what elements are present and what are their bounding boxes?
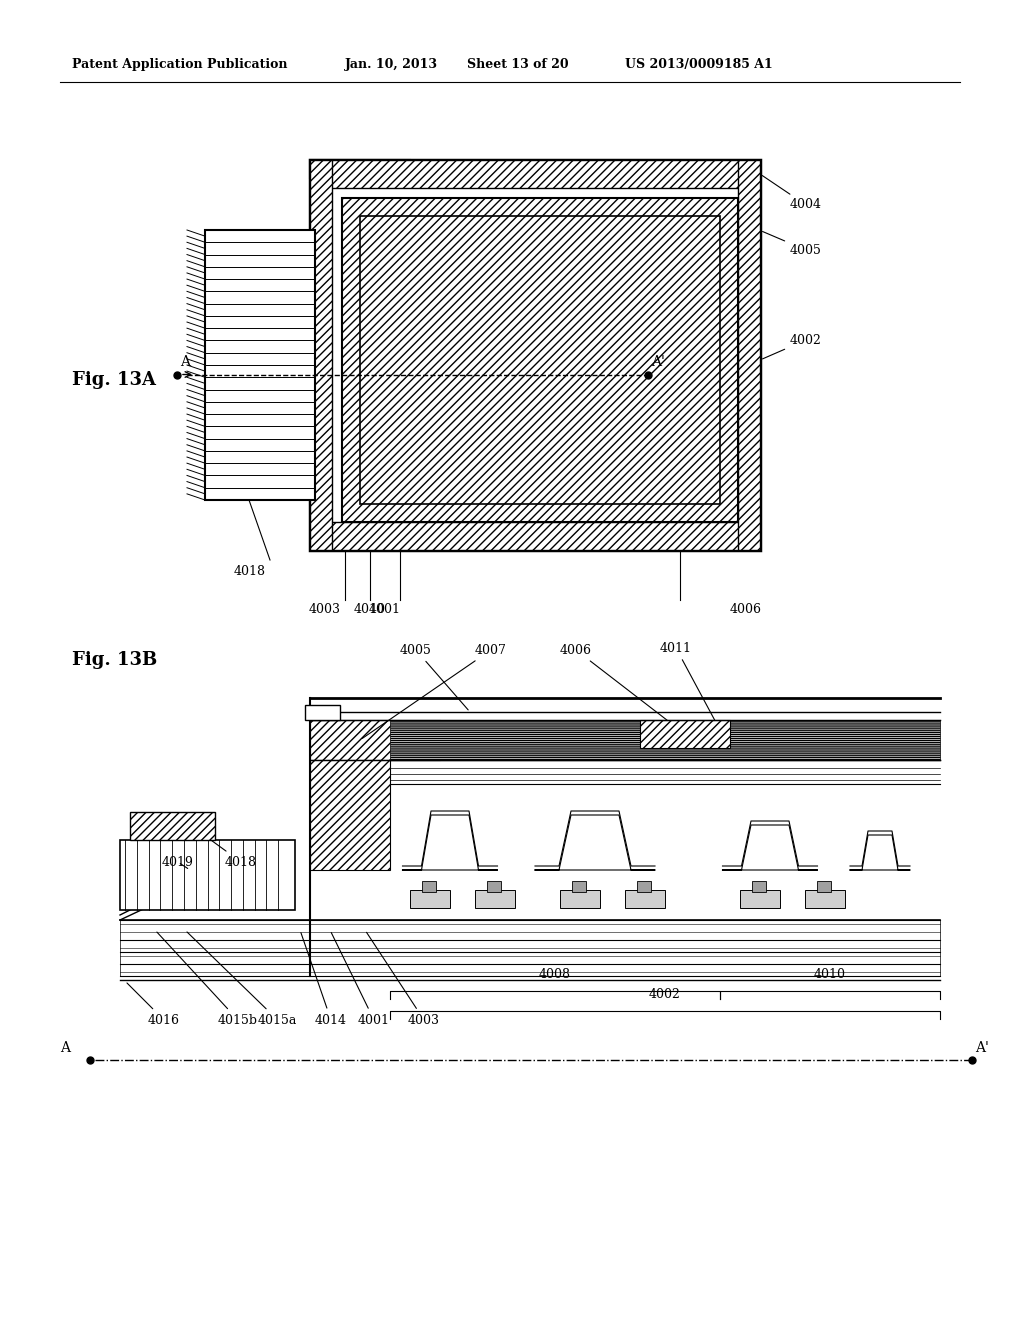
Text: Sheet 13 of 20: Sheet 13 of 20 bbox=[467, 58, 568, 71]
Text: A': A' bbox=[651, 355, 666, 370]
Text: 4010: 4010 bbox=[814, 968, 846, 981]
Text: 4005: 4005 bbox=[763, 231, 822, 256]
Bar bbox=[205, 230, 315, 500]
Bar bbox=[637, 880, 651, 892]
Text: A: A bbox=[180, 355, 190, 370]
Bar bbox=[310, 521, 760, 550]
Bar bbox=[410, 890, 450, 908]
Bar bbox=[310, 160, 760, 187]
Bar bbox=[625, 890, 665, 908]
Text: 4002: 4002 bbox=[649, 987, 681, 1001]
Bar bbox=[738, 160, 760, 550]
Bar bbox=[752, 880, 766, 892]
Text: 4001: 4001 bbox=[331, 932, 390, 1027]
Text: A': A' bbox=[975, 1041, 989, 1055]
Text: 4003: 4003 bbox=[367, 932, 440, 1027]
Bar bbox=[390, 719, 940, 760]
Text: Fig. 13A: Fig. 13A bbox=[72, 371, 156, 389]
Text: 4001: 4001 bbox=[369, 603, 401, 616]
Bar bbox=[640, 719, 730, 748]
Text: 4005: 4005 bbox=[400, 644, 468, 710]
Bar bbox=[487, 880, 501, 892]
Text: 4006: 4006 bbox=[730, 603, 762, 616]
Text: Fig. 13B: Fig. 13B bbox=[72, 651, 158, 669]
Bar bbox=[120, 920, 940, 975]
Polygon shape bbox=[402, 814, 498, 870]
Bar bbox=[560, 890, 600, 908]
Text: 4006: 4006 bbox=[560, 644, 683, 733]
Bar bbox=[310, 160, 410, 178]
Text: 4015b: 4015b bbox=[157, 932, 258, 1027]
Text: Jan. 10, 2013: Jan. 10, 2013 bbox=[345, 58, 438, 71]
Text: 4007: 4007 bbox=[362, 644, 507, 738]
Text: 4008: 4008 bbox=[539, 968, 571, 981]
Bar bbox=[817, 880, 831, 892]
Bar bbox=[342, 198, 738, 521]
Bar bbox=[310, 719, 440, 760]
Bar bbox=[120, 840, 295, 909]
Bar bbox=[310, 160, 332, 550]
Text: A: A bbox=[60, 1041, 70, 1055]
Text: 4014: 4014 bbox=[301, 933, 347, 1027]
Bar bbox=[805, 890, 845, 908]
Bar bbox=[422, 880, 436, 892]
Text: 4018: 4018 bbox=[234, 565, 266, 578]
Bar bbox=[310, 760, 390, 870]
Bar bbox=[475, 890, 515, 908]
Bar bbox=[130, 812, 215, 840]
Bar bbox=[572, 880, 586, 892]
Bar bbox=[740, 890, 780, 908]
Text: 4004: 4004 bbox=[762, 176, 822, 211]
Text: 4015a: 4015a bbox=[187, 932, 297, 1027]
Text: US 2013/0009185 A1: US 2013/0009185 A1 bbox=[625, 58, 773, 71]
Text: 4002: 4002 bbox=[763, 334, 822, 359]
Text: 4003: 4003 bbox=[309, 603, 341, 616]
Text: 4016: 4016 bbox=[127, 983, 180, 1027]
Bar bbox=[305, 705, 340, 719]
Bar bbox=[360, 216, 720, 504]
Polygon shape bbox=[723, 825, 817, 870]
Polygon shape bbox=[850, 836, 910, 870]
Text: 4010: 4010 bbox=[354, 603, 386, 616]
Polygon shape bbox=[535, 814, 655, 870]
Text: Patent Application Publication: Patent Application Publication bbox=[72, 58, 288, 71]
Text: 4011: 4011 bbox=[660, 642, 719, 727]
Text: 4018: 4018 bbox=[175, 813, 257, 869]
Bar bbox=[310, 160, 760, 550]
Text: 4019: 4019 bbox=[162, 855, 194, 869]
